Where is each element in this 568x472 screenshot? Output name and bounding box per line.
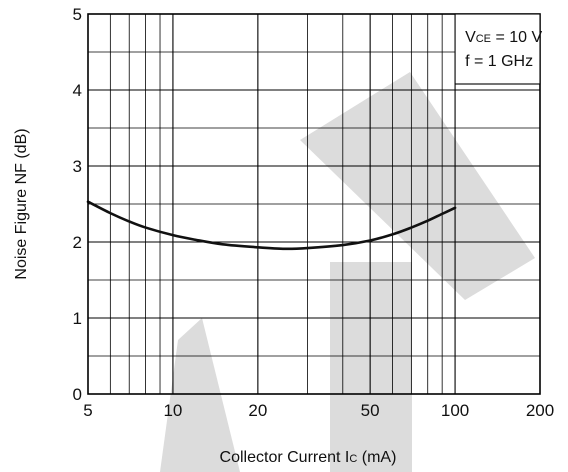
y-tick-label: 3 — [73, 157, 82, 176]
x-tick-label: 50 — [361, 401, 380, 420]
condition-text-1: f = 1 GHz — [465, 53, 533, 70]
y-tick-labels: 0 1 2 3 4 5 — [73, 5, 82, 404]
minor-gridlines — [88, 14, 540, 394]
series-line-0 — [86, 200, 457, 251]
major-gridlines — [88, 14, 540, 394]
watermark-stroke — [330, 262, 412, 472]
conditions-box: VCE = 10 V f = 1 GHz — [454, 13, 542, 85]
y-tick-label: 5 — [73, 5, 82, 24]
conditions-box-bg — [454, 13, 541, 85]
watermark — [160, 72, 535, 472]
y-tick-label: 2 — [73, 233, 82, 252]
y-tick-label: 1 — [73, 309, 82, 328]
x-tick-label: 100 — [441, 401, 469, 420]
y-tick-label: 0 — [73, 385, 82, 404]
x-tick-label: 5 — [83, 401, 92, 420]
watermark-stroke — [300, 72, 535, 300]
x-tick-label: 10 — [163, 401, 182, 420]
x-tick-label: 20 — [248, 401, 267, 420]
x-tick-label: 200 — [526, 401, 554, 420]
watermark-stroke — [160, 318, 240, 472]
x-axis-title: Collector Current IC (mA) — [220, 449, 397, 466]
plot-frame — [87, 13, 541, 395]
x-tick-labels: 5 10 20 50 100 200 — [83, 401, 554, 420]
series-layer — [86, 200, 457, 251]
y-axis-title: Noise Figure NF (dB) — [13, 128, 30, 279]
condition-text-0: VCE = 10 V — [465, 29, 542, 46]
y-tick-label: 4 — [73, 81, 82, 100]
